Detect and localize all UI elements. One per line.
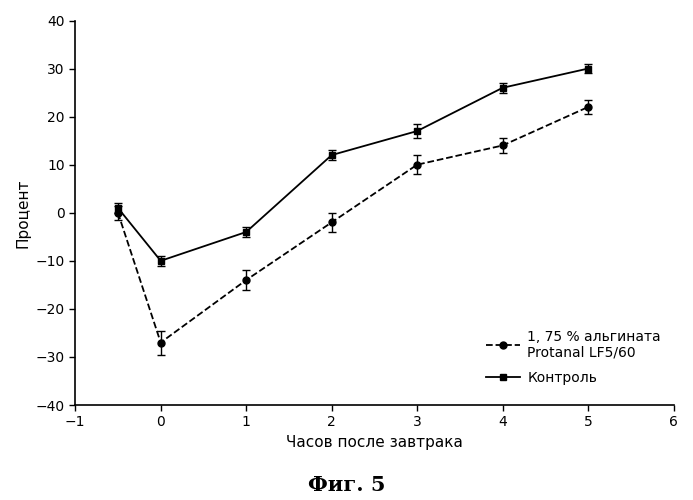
Text: Фиг. 5: Фиг. 5 <box>308 475 385 495</box>
Legend: 1, 75 % альгината
Protanal LF5/60, Контроль: 1, 75 % альгината Protanal LF5/60, Контр… <box>480 324 667 390</box>
Y-axis label: Процент: Процент <box>15 178 30 248</box>
X-axis label: Часов после завтрака: Часов после завтрака <box>286 435 463 450</box>
